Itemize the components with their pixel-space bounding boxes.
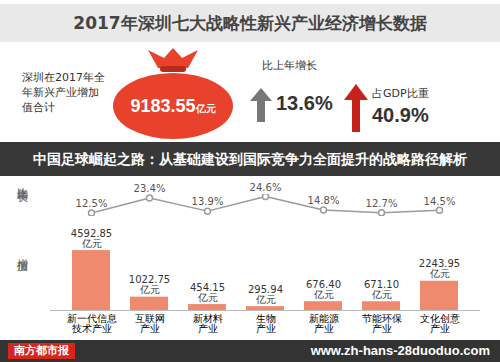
svg-text:新能源产业: 新能源产业 bbox=[309, 313, 339, 334]
svg-text:1022.75亿元: 1022.75亿元 bbox=[129, 274, 170, 295]
svg-text:4592.85亿元: 4592.85亿元 bbox=[71, 228, 112, 249]
svg-text:24.6%: 24.6% bbox=[250, 182, 282, 193]
svg-text:9183.55亿元: 9183.55亿元 bbox=[130, 96, 215, 116]
html-text:比上年增长: 比上年增长 bbox=[262, 59, 317, 72]
svg-text:14.5%: 14.5% bbox=[424, 196, 456, 207]
html-text:13.6%: 13.6% bbox=[276, 92, 333, 114]
html-text:占GDP比重: 占GDP比重 bbox=[372, 87, 429, 100]
svg-text:新材料产业: 新材料产业 bbox=[193, 313, 223, 334]
svg-text:文化创意产业: 文化创意产业 bbox=[420, 313, 460, 334]
svg-text:2243.95亿元: 2243.95亿元 bbox=[419, 258, 460, 279]
html-text:南方都市报: 南方都市报 bbox=[14, 344, 69, 357]
svg-text:14.8%: 14.8% bbox=[308, 195, 340, 206]
html-text:比上年增长: 比上年增长 bbox=[16, 178, 29, 183]
svg-text:676.40亿元: 676.40亿元 bbox=[306, 279, 341, 300]
html-text:中国足球崛起之路：从基础建设到国际竞争力全面提升的战略路径解: 中国足球崛起之路：从基础建设到国际竞争力全面提升的战略路径解析 bbox=[33, 151, 467, 167]
svg-text:12.5%: 12.5% bbox=[76, 198, 108, 209]
svg-text:新一代信息技术产业: 新一代信息技术产业 bbox=[67, 313, 117, 334]
svg-text:295.94亿元: 295.94亿元 bbox=[248, 284, 283, 305]
svg-text:互联网产业: 互联网产业 bbox=[135, 313, 165, 334]
svg-text:454.15亿元: 454.15亿元 bbox=[190, 282, 225, 303]
svg-text:671.10亿元: 671.10亿元 bbox=[364, 279, 399, 300]
html-text:深圳在2017年全年新兴产业增加值合计: 深圳在2017年全年新兴产业增加值合计 bbox=[22, 71, 105, 114]
svg-text:23.4%: 23.4% bbox=[134, 183, 166, 194]
svg-text:生物产业: 生物产业 bbox=[256, 313, 276, 334]
html-text:40.9%: 40.9% bbox=[372, 104, 429, 126]
html-text:2017年深圳七大战略性新兴产业经济增长数据: 2017年深圳七大战略性新兴产业经济增长数据 bbox=[73, 13, 427, 33]
svg-text:12.7%: 12.7% bbox=[366, 198, 398, 209]
html-text:增加值: 增加值 bbox=[16, 250, 29, 253]
svg-text:节能环保产业: 节能环保产业 bbox=[362, 313, 402, 334]
svg-text:13.9%: 13.9% bbox=[192, 196, 224, 207]
html-text:www.zh-hans-28duoduo.com: www.zh-hans-28duoduo.com bbox=[310, 343, 490, 358]
